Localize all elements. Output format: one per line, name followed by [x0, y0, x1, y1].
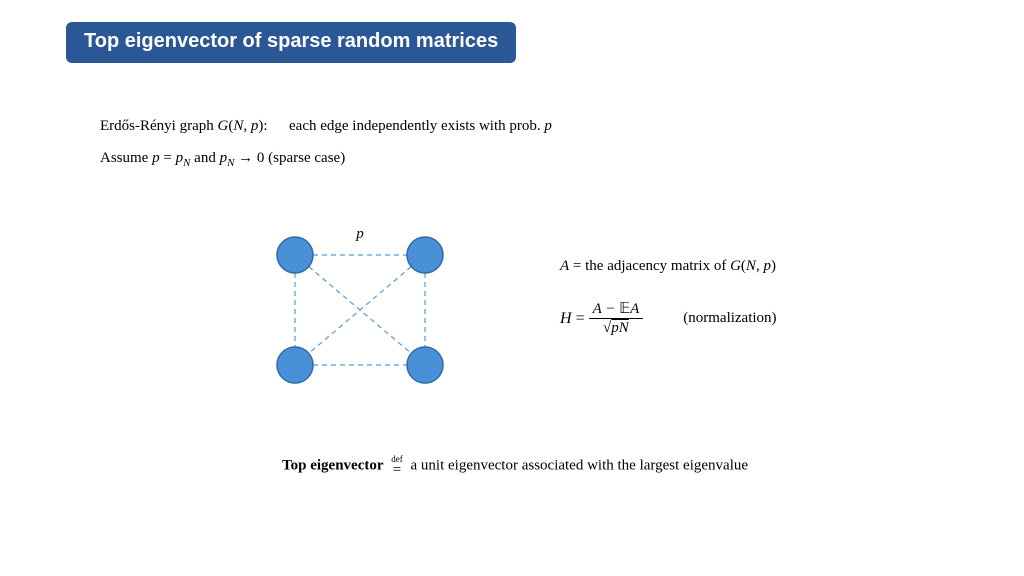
- math-p: p: [611, 320, 619, 336]
- comma: ,: [243, 118, 251, 134]
- svg-text:p: p: [355, 226, 364, 242]
- top-eigenvector-definition: Top eigenvector def = a unit eigenvector…: [215, 455, 815, 478]
- text: = the adjacency matrix of: [569, 258, 730, 274]
- text: Erdős-Rényi graph: [100, 118, 217, 134]
- math-G: G: [730, 258, 741, 274]
- math-p: p: [152, 150, 160, 166]
- top-eigenvector-label: Top eigenvector: [282, 458, 384, 474]
- slide-title: Top eigenvector of sparse random matrice…: [66, 22, 516, 63]
- normalization-label: (normalization): [683, 310, 776, 327]
- text: each edge independently exists with prob…: [289, 118, 544, 134]
- math-p: p: [763, 258, 771, 274]
- paren-close: ):: [258, 118, 267, 134]
- text: and: [190, 150, 219, 166]
- graph-diagram: p: [250, 210, 470, 410]
- math-A: A: [560, 258, 569, 274]
- math-N: N: [619, 320, 629, 336]
- math-N: N: [746, 258, 756, 274]
- normalization-equation: H = A − 𝔼A pN (normalization): [560, 300, 777, 337]
- math-N: N: [233, 118, 243, 134]
- math-p: p: [544, 118, 552, 134]
- expectation-E: 𝔼: [619, 301, 630, 317]
- text: Assume: [100, 150, 152, 166]
- math-H: H: [560, 310, 572, 328]
- text: =: [160, 150, 176, 166]
- math-A: A: [630, 301, 639, 317]
- minus: −: [602, 301, 620, 317]
- fraction: A − 𝔼A pN: [589, 300, 644, 337]
- assume-line: Assume p = pN and pN → 0 (sparse case): [100, 150, 345, 169]
- math-p: p: [176, 150, 184, 166]
- definition-text: a unit eigenvector associated with the l…: [407, 458, 748, 474]
- def-equals: def =: [391, 455, 403, 478]
- math-A: A: [593, 301, 602, 317]
- equals: =: [391, 464, 403, 478]
- math-G: G: [217, 118, 228, 134]
- paren-close: ): [771, 258, 776, 274]
- text: → 0 (sparse case): [234, 150, 345, 166]
- adjacency-line: A = the adjacency matrix of G(N, p): [560, 258, 776, 275]
- equals: =: [576, 310, 585, 328]
- math-p: p: [220, 150, 228, 166]
- erdos-renyi-line: Erdős-Rényi graph G(N, p): each edge ind…: [100, 118, 552, 135]
- sqrt: pN: [603, 319, 629, 337]
